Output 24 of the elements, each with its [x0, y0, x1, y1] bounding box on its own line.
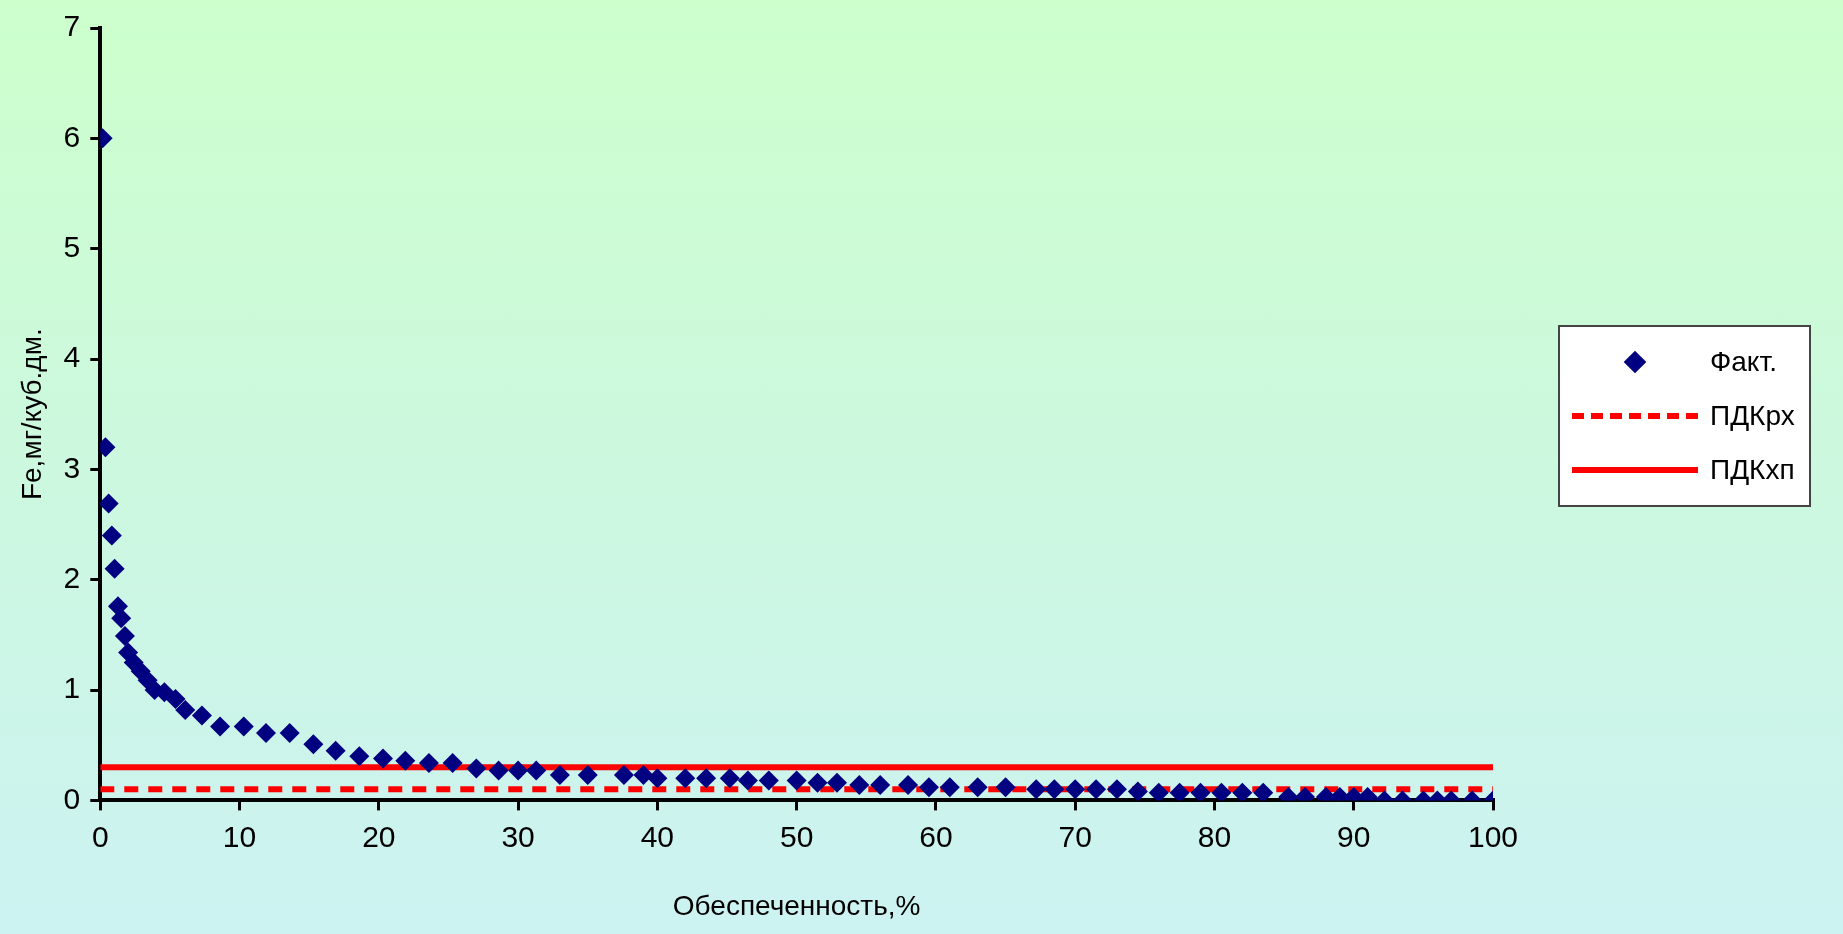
x-tick-label: 80 [1197, 819, 1232, 853]
x-tick-label: 50 [779, 819, 814, 853]
x-axis-title: Обеспеченность,% [672, 889, 921, 921]
x-tick-label: 30 [501, 819, 535, 853]
x-tick-label: 70 [1058, 819, 1092, 853]
y-tick-label: 5 [63, 229, 81, 263]
x-tick-label: 10 [222, 819, 257, 853]
x-tick-label: 90 [1337, 819, 1371, 853]
x-tick-label: 20 [362, 819, 396, 853]
x-tick-label: 40 [640, 819, 675, 853]
y-tick-label: 6 [63, 119, 81, 153]
y-tick-label: 2 [63, 560, 81, 594]
x-tick-label: 0 [91, 819, 109, 853]
legend-label: ПДКрх [1710, 400, 1795, 432]
legend-label: Факт. [1710, 346, 1777, 378]
y-tick-label: 1 [63, 671, 81, 705]
legend-label: ПДКхп [1710, 454, 1795, 486]
y-axis-title: Fe,мг/куб.дм. [15, 328, 47, 501]
x-tick-label: 100 [1467, 819, 1519, 853]
y-tick-label: 0 [63, 781, 81, 815]
y-tick-label: 4 [63, 340, 81, 374]
x-tick-label: 60 [919, 819, 953, 853]
y-tick-label: 3 [63, 450, 81, 484]
y-tick-label: 7 [63, 9, 81, 43]
